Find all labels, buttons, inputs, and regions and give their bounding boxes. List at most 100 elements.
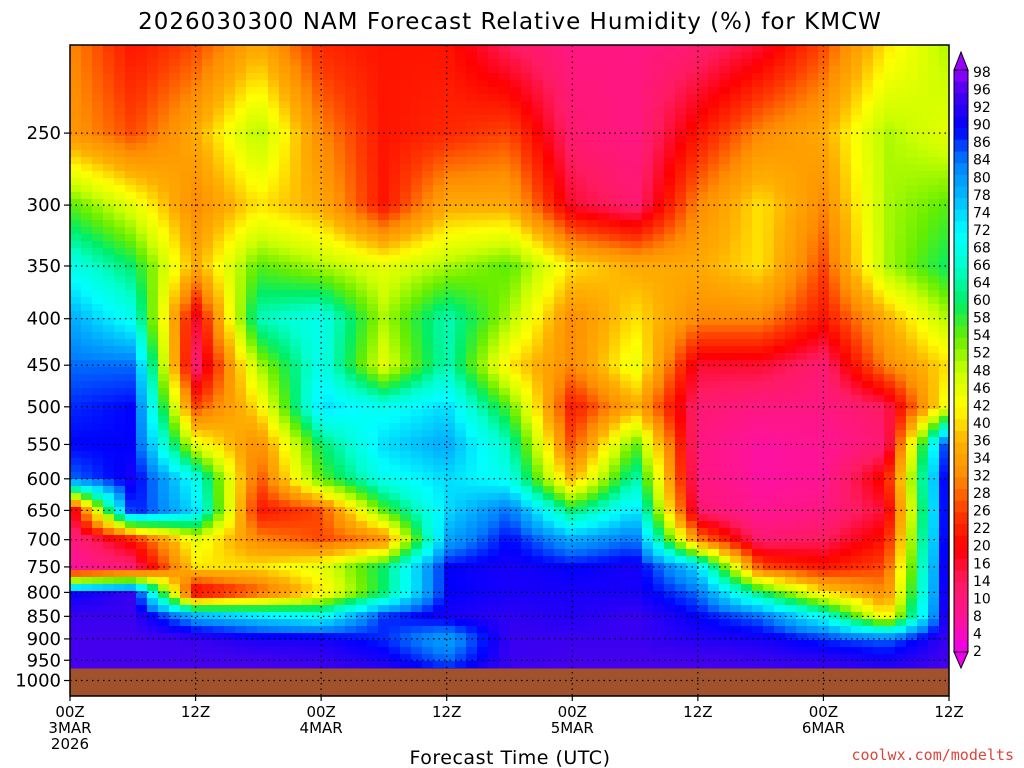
rh-cell: [620, 332, 632, 340]
rh-cell: [906, 374, 918, 382]
rh-cell: [378, 353, 390, 361]
rh-cell: [422, 409, 434, 417]
rh-cell: [708, 276, 720, 284]
rh-cell: [785, 115, 797, 123]
rh-cell: [422, 213, 434, 221]
rh-cell: [301, 423, 313, 431]
rh-cell: [389, 444, 401, 452]
rh-cell: [356, 269, 368, 277]
rh-cell: [587, 164, 599, 172]
rh-cell: [818, 143, 830, 151]
rh-cell: [81, 283, 93, 291]
rh-cell: [752, 213, 764, 221]
rh-cell: [796, 94, 808, 102]
rh-cell: [455, 220, 467, 228]
rh-cell: [532, 276, 544, 284]
rh-cell: [433, 94, 445, 102]
rh-cell: [411, 353, 423, 361]
rh-cell: [334, 339, 346, 347]
rh-cell: [928, 458, 940, 466]
rh-cell: [213, 381, 225, 389]
rh-cell: [169, 241, 181, 249]
rh-cell: [477, 437, 489, 445]
rh-cell: [235, 206, 247, 214]
rh-cell: [224, 339, 236, 347]
rh-cell: [609, 59, 621, 67]
rh-cell: [378, 45, 390, 53]
rh-cell: [917, 227, 929, 235]
rh-cell: [664, 234, 676, 242]
rh-cell: [598, 444, 610, 452]
rh-cell: [169, 451, 181, 459]
rh-cell: [422, 290, 434, 298]
rh-cell: [873, 472, 885, 480]
rh-cell: [268, 388, 280, 396]
rh-cell: [246, 311, 258, 319]
rh-cell: [103, 332, 115, 340]
rh-cell: [609, 45, 621, 53]
rh-cell: [455, 283, 467, 291]
rh-cell: [708, 108, 720, 116]
rh-cell: [444, 416, 456, 424]
rh-cell: [906, 353, 918, 361]
rh-cell: [433, 472, 445, 480]
rh-cell: [257, 423, 269, 431]
rh-cell: [928, 150, 940, 158]
rh-cell: [642, 374, 654, 382]
rh-cell: [290, 402, 302, 410]
rh-cell: [565, 227, 577, 235]
rh-cell: [301, 80, 313, 88]
rh-cell: [301, 451, 313, 459]
rh-cell: [70, 325, 82, 333]
rh-cell: [862, 423, 874, 431]
rh-cell: [158, 269, 170, 277]
rh-cell: [796, 136, 808, 144]
rh-cell: [642, 423, 654, 431]
rh-cell: [576, 164, 588, 172]
rh-cell: [774, 381, 786, 389]
rh-cell: [334, 66, 346, 74]
rh-cell: [477, 108, 489, 116]
rh-cell: [323, 451, 335, 459]
rh-cell: [851, 185, 863, 193]
rh-cell: [455, 388, 467, 396]
rh-cell: [763, 381, 775, 389]
rh-cell: [92, 472, 104, 480]
rh-cell: [686, 360, 698, 368]
rh-cell: [92, 374, 104, 382]
rh-cell: [312, 395, 324, 403]
rh-cell: [202, 402, 214, 410]
rh-cell: [70, 395, 82, 403]
rh-cell: [917, 269, 929, 277]
rh-cell: [488, 59, 500, 67]
rh-cell: [158, 164, 170, 172]
rh-cell: [433, 178, 445, 186]
rh-cell: [268, 332, 280, 340]
rh-cell: [158, 185, 170, 193]
rh-cell: [70, 199, 82, 207]
rh-cell: [565, 325, 577, 333]
rh-cell: [752, 192, 764, 200]
rh-cell: [917, 430, 929, 438]
rh-cell: [906, 178, 918, 186]
rh-cell: [356, 59, 368, 67]
rh-cell: [400, 276, 412, 284]
rh-cell: [312, 185, 324, 193]
rh-cell: [609, 304, 621, 312]
rh-cell: [862, 101, 874, 109]
rh-cell: [697, 402, 709, 410]
rh-cell: [136, 164, 148, 172]
rh-cell: [741, 94, 753, 102]
rh-cell: [873, 157, 885, 165]
rh-cell: [774, 185, 786, 193]
rh-cell: [598, 458, 610, 466]
rh-cell: [70, 367, 82, 375]
rh-cell: [323, 241, 335, 249]
rh-cell: [147, 297, 159, 305]
rh-cell: [114, 304, 126, 312]
rh-cell: [521, 304, 533, 312]
rh-cell: [334, 444, 346, 452]
rh-cell: [235, 213, 247, 221]
rh-cell: [466, 269, 478, 277]
rh-cell: [939, 248, 949, 256]
